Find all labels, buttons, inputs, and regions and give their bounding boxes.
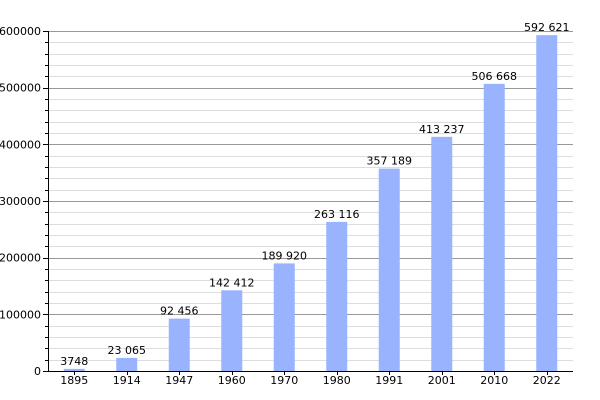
x-tick-labels: 1895 1914 1947 1960 1970 1980 1991 2001 2010 2022: [60, 374, 561, 387]
data-label: 23 065: [108, 344, 147, 357]
data-label: 592 621: [524, 21, 570, 34]
data-label: 263 116: [314, 208, 360, 221]
data-label: 92 456: [160, 305, 199, 318]
x-tick-label: 2001: [428, 374, 456, 387]
x-tick-label: 1960: [218, 374, 246, 387]
data-label: 3748: [60, 355, 88, 368]
y-tick-label: 500000: [0, 82, 41, 95]
data-label: 142 412: [209, 276, 255, 289]
y-tick-label: 200000: [0, 252, 41, 265]
y-tick-label: 300000: [0, 195, 41, 208]
x-tick-label: 1914: [113, 374, 141, 387]
bar-1960: [221, 290, 243, 371]
bars: [63, 35, 558, 372]
bar-1895: [63, 368, 85, 371]
bar-2022: [536, 35, 558, 372]
data-label: 506 668: [472, 70, 518, 83]
x-tick-label: 2010: [480, 374, 508, 387]
bar-2001: [431, 136, 453, 371]
x-tick-label: 1895: [60, 374, 88, 387]
y-tick-label: 400000: [0, 138, 41, 151]
bar-2010: [483, 83, 505, 372]
data-label: 413 237: [419, 123, 465, 136]
y-tick-label: 100000: [0, 308, 41, 321]
x-tick-label: 1980: [323, 374, 351, 387]
data-labels: 3748 23 065 92 456 142 412 189 920 263 116 357…: [60, 21, 569, 368]
data-label: 189 920: [262, 249, 308, 262]
x-tick-label: 1947: [165, 374, 193, 387]
x-tick-label: 1991: [375, 374, 403, 387]
y-tick-labels: 0 100000 200000 300000 400000 500000 600000: [0, 25, 41, 378]
bar-1970: [273, 263, 295, 371]
y-tick-label: 600000: [0, 25, 41, 38]
y-tick-label: 0: [34, 365, 41, 378]
data-label: 357 189: [367, 155, 413, 168]
bar-1947: [168, 318, 190, 371]
bar-1991: [378, 168, 400, 371]
bar-1914: [116, 357, 138, 371]
x-tick-label: 2022: [533, 374, 561, 387]
axes: [43, 31, 573, 375]
x-tick-label: 1970: [270, 374, 298, 387]
bar-1980: [326, 221, 348, 371]
